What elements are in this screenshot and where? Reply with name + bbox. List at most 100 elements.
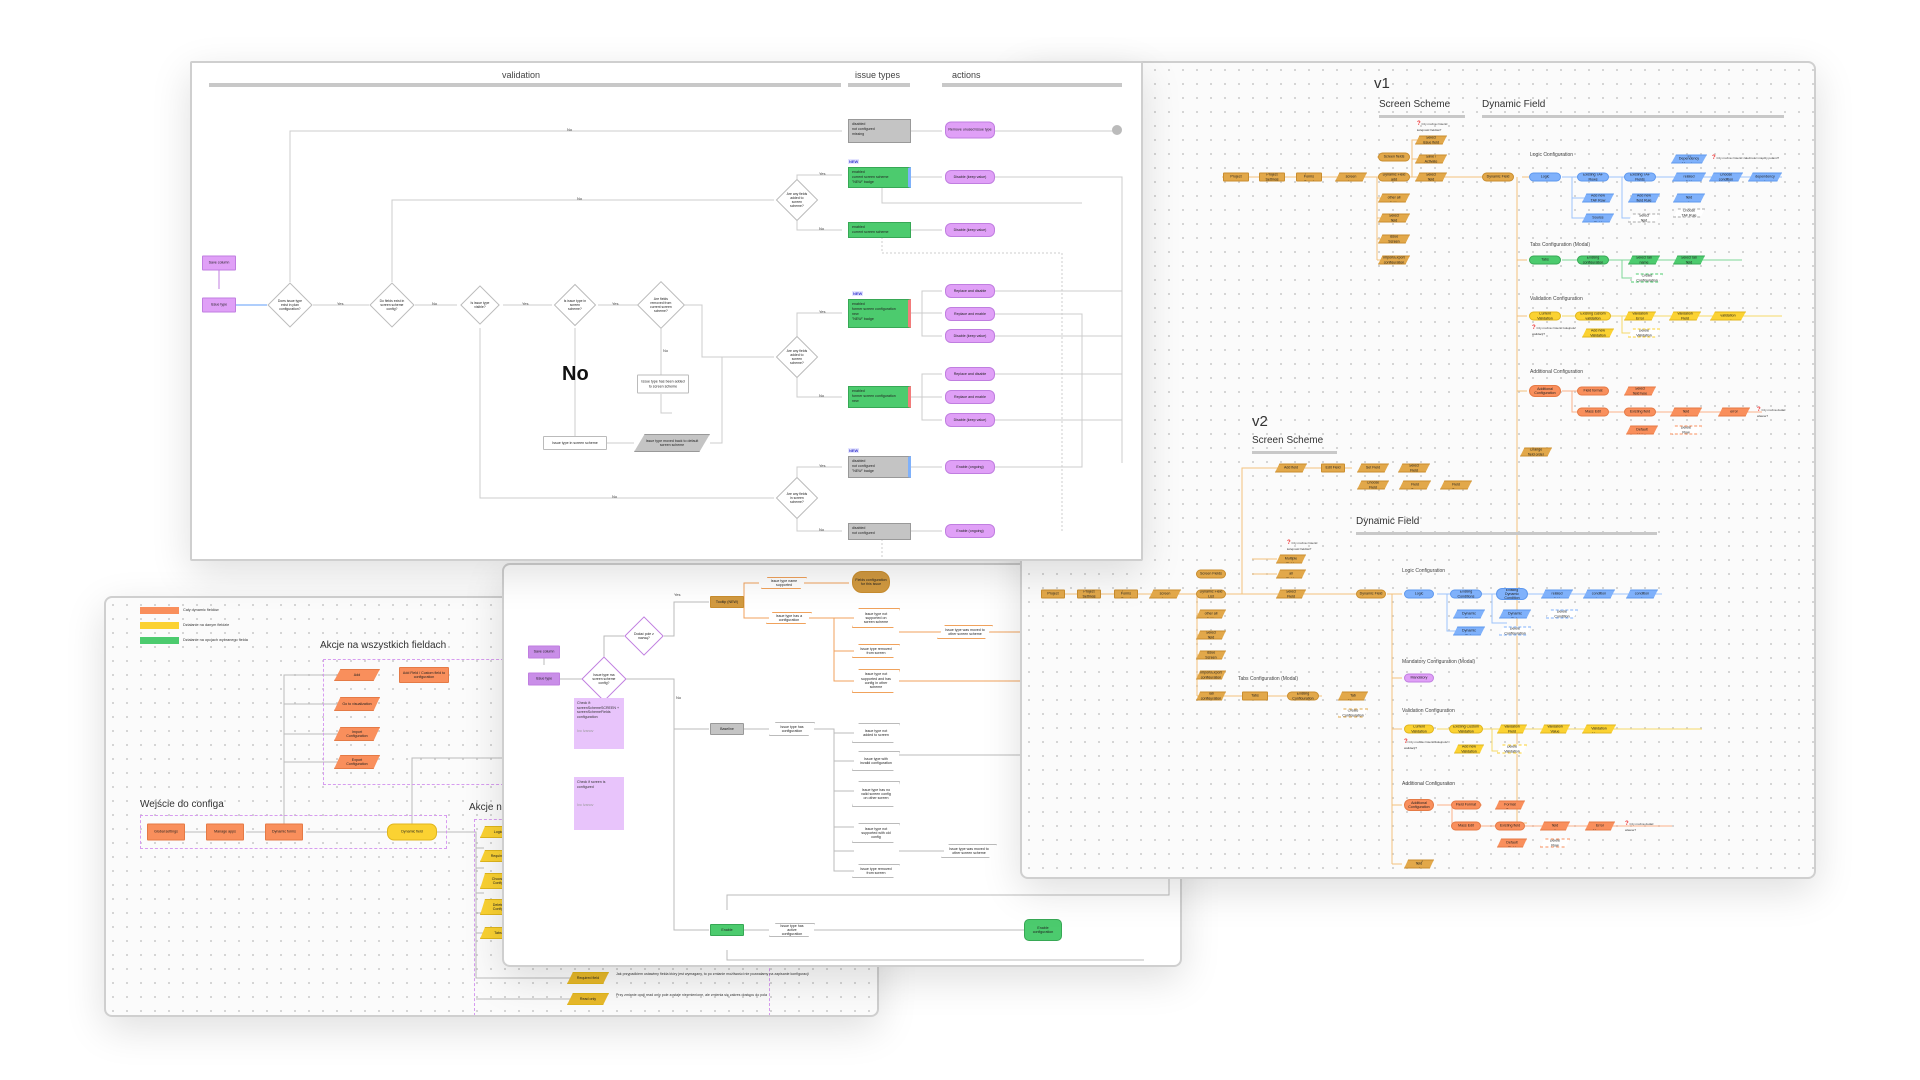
flow-node[interactable]: Existing configuration (1577, 255, 1609, 265)
flow-node[interactable]: Add Field / Custom field to configuratio… (399, 667, 449, 683)
flow-node[interactable]: Issue type not supported with old config (852, 823, 900, 843)
flow-node[interactable]: Change field order (1520, 447, 1552, 457)
flow-node[interactable]: Add field (1275, 463, 1307, 473)
flow-node[interactable]: Issue type with invalid configuration (852, 751, 900, 771)
action-button[interactable]: Replace and enable (945, 307, 995, 321)
action-button[interactable]: Replace and enable (945, 390, 995, 404)
flow-node[interactable]: Delete Validation (1628, 328, 1660, 338)
flow-node[interactable]: Required field (567, 972, 609, 984)
flow-node[interactable]: Issue type moved back to default screen … (634, 434, 710, 452)
flow-node[interactable]: Add new Default Value (1626, 425, 1658, 435)
flow-node[interactable]: Choose condition (1709, 172, 1743, 182)
flow-node[interactable]: Add new TAF Row (1582, 193, 1614, 203)
flow-node[interactable]: Delete Condition (1546, 609, 1578, 619)
flow-node[interactable]: Trigger Dependency Mapping (1671, 154, 1707, 164)
flow-node[interactable]: Read only (567, 993, 609, 1005)
flow-node[interactable]: Dynamic Field List (1196, 589, 1226, 599)
flow-node[interactable]: Validation Field (1669, 311, 1701, 321)
flow-node[interactable]: Existing TAF Fields (1624, 172, 1656, 182)
flow-node[interactable]: Dynamic Forms Board (1114, 589, 1138, 599)
flow-node[interactable]: Select Tab Name (1338, 691, 1368, 701)
flow-node[interactable]: Select field type (1624, 386, 1656, 396)
flow-node[interactable]: Select Field (1276, 589, 1306, 599)
flow-node[interactable]: Manage apps (206, 823, 244, 841)
flow-node[interactable]: Select screen scheme (1335, 172, 1367, 182)
flow-node[interactable]: Select Field Type (1399, 480, 1431, 490)
flow-node[interactable]: Select screen scheme (1149, 589, 1181, 599)
flow-node[interactable]: Select all Fields (1276, 569, 1306, 579)
flow-node[interactable]: Select related field (1672, 172, 1706, 182)
flow-node[interactable]: Delete Configuration (1499, 626, 1531, 636)
flow-node[interactable]: Dynamic forms (265, 823, 303, 841)
flow-node[interactable]: Add New Dynamic Field (1453, 609, 1485, 619)
flow-node[interactable]: Create Configuration (1631, 273, 1663, 283)
issue-type-node[interactable]: Issue type (202, 297, 236, 313)
flow-node[interactable]: Select Source Field (1582, 213, 1614, 223)
flow-node[interactable]: Issue type removed from screen (852, 644, 900, 658)
action-button[interactable]: Disable (keep value) (945, 413, 995, 427)
flow-node[interactable]: Additional Configuration (1529, 385, 1561, 397)
flow-node[interactable]: Dynamic Field add (1378, 172, 1410, 182)
save-column-node[interactable]: Save column (528, 645, 560, 659)
flow-node[interactable]: Select Field Type (1440, 480, 1472, 490)
flow-node[interactable]: Export Configuration (334, 755, 380, 769)
enable-end-node[interactable]: Enable configuration (1024, 919, 1062, 941)
flow-node[interactable]: Project (1223, 172, 1249, 182)
flow-node[interactable]: Project Settings (1077, 589, 1101, 599)
flow-node[interactable]: Logic (1529, 172, 1561, 182)
flow-node[interactable]: Issue type has no valid screen config on… (852, 781, 900, 807)
flow-node[interactable]: Dynamic Field (1356, 589, 1386, 599)
flow-node[interactable]: Delete Validation (1497, 744, 1527, 754)
flow-node[interactable]: Logic (1404, 589, 1434, 599)
flow-node[interactable]: Add New Dynamic Rule (1499, 609, 1531, 619)
flow-node[interactable]: Existing custom validation (1575, 311, 1611, 321)
flow-node[interactable]: Select condition type (1583, 589, 1615, 599)
flow-node[interactable]: Select field option (1540, 821, 1570, 831)
flow-node[interactable]: Issue type name supported (761, 577, 807, 589)
flow-node[interactable]: Add new Validation (1454, 744, 1484, 754)
flow-node[interactable]: Validation Value (1540, 724, 1570, 734)
flow-node[interactable]: Existing TAF Rows (1577, 172, 1609, 182)
flow-node[interactable]: Issue type was moved to other screen sch… (941, 844, 997, 858)
flow-node[interactable]: Delete Dynamic Rule (1453, 626, 1485, 636)
flow-node[interactable]: Issue type not supported and has config … (852, 669, 900, 693)
flow-node[interactable]: Select field (1628, 213, 1660, 223)
flow-node[interactable]: Project (1041, 589, 1065, 599)
flow-node[interactable]: Tabs (1529, 255, 1561, 265)
action-button[interactable]: Replace and disable (945, 284, 995, 298)
flow-node[interactable]: Mass Edit (1451, 821, 1481, 831)
flow-node[interactable]: Select tab field (1673, 255, 1705, 265)
flow-node[interactable]: Issue type not supported on screen schem… (852, 608, 900, 628)
flow-node[interactable]: Choose Field (1357, 480, 1389, 490)
flow-node[interactable]: Issue type was moved to other screen sch… (937, 625, 993, 639)
action-button[interactable]: Disable (keep value) (945, 223, 995, 237)
flow-node[interactable]: Issue type has configuration (769, 722, 815, 736)
flow-node[interactable]: Choose issue Screen Section (1196, 650, 1226, 660)
action-button[interactable]: Replace and disable (945, 367, 995, 381)
flow-node[interactable]: Tab configuration (1196, 691, 1226, 701)
flow-node[interactable]: Select issue field (1415, 135, 1447, 145)
baseline-node[interactable]: Baseline (710, 723, 744, 735)
tooltip-node[interactable]: Tooltip (NEW) (710, 596, 744, 608)
flow-node[interactable]: Global settings (147, 823, 185, 841)
flow-node[interactable]: Edit Field (1321, 463, 1345, 473)
flow-node[interactable]: Issue type has active configuration (769, 923, 815, 937)
flow-node[interactable]: Existing Conditions (1450, 589, 1482, 599)
flow-node[interactable]: Current Validation (1404, 724, 1434, 734)
flow-node[interactable]: Existing Custom Validation (1449, 724, 1483, 734)
flow-node[interactable]: Screen fields (1378, 152, 1410, 162)
flow-node[interactable]: Choose issue Screen Section (1378, 234, 1410, 244)
action-button[interactable]: Disable (keep value) (945, 329, 995, 343)
flow-node[interactable]: Existing Configuration (1287, 691, 1319, 701)
flow-node[interactable]: Import Configuration (334, 727, 380, 741)
flow-node[interactable]: Dynamic field (387, 823, 437, 841)
flow-node[interactable]: Existing Dynamic Condition (1496, 588, 1528, 600)
action-button[interactable]: Disable (keep value) (945, 170, 995, 184)
flow-node[interactable]: Issue type removed from screen (852, 864, 900, 878)
action-button[interactable]: Enable (ongoing) (945, 524, 995, 538)
flow-node[interactable]: Choose other all fields (1378, 193, 1410, 203)
flow-node[interactable]: Import/Export configuration (1196, 670, 1226, 680)
flow-node[interactable]: Import/Export configuration (1378, 255, 1410, 265)
flow-node[interactable]: Tabs (1242, 691, 1268, 701)
flow-node[interactable]: Additional Configuration (1404, 799, 1434, 811)
